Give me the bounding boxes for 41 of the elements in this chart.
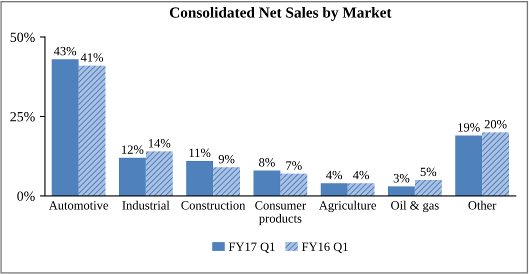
data-label: 8% — [259, 158, 275, 167]
y-tick-label: 0% — [17, 191, 35, 201]
bar — [146, 151, 173, 196]
bar — [78, 66, 106, 196]
data-label: 14% — [148, 139, 170, 148]
data-label: 4% — [326, 170, 342, 180]
bar — [253, 170, 280, 196]
data-label: 5% — [420, 168, 436, 176]
data-label: 41% — [80, 53, 104, 62]
chart-title: Consolidated Net Sales by Market — [170, 6, 392, 21]
x-tick-label: Construction — [181, 201, 246, 210]
x-tick-label: Industrial — [122, 200, 170, 210]
x-tick-label: Consumer products — [255, 201, 306, 226]
bar — [455, 136, 482, 196]
x-tick-label: Agriculture — [318, 200, 376, 212]
x-tick-label: Automotive — [48, 201, 108, 210]
y-tick-label: 25% — [10, 112, 35, 122]
data-label: 7% — [286, 161, 302, 170]
legend-label: FY17 Q1 — [228, 242, 275, 253]
data-label: 9% — [218, 154, 234, 164]
x-tick-label: Oil & gas — [391, 200, 439, 212]
data-label: 20% — [484, 120, 507, 128]
data-label: 11% — [190, 148, 210, 158]
x-tick-label: Other — [468, 200, 496, 210]
data-label: 43% — [54, 46, 76, 56]
bar — [52, 59, 79, 196]
bar — [414, 180, 442, 196]
bar — [118, 158, 146, 196]
bar — [348, 183, 375, 196]
bar — [320, 183, 348, 196]
bar — [280, 174, 308, 196]
data-label: 3% — [394, 174, 410, 182]
data-label: 4% — [352, 170, 369, 180]
bar — [482, 132, 510, 196]
bar — [388, 186, 415, 196]
bar — [186, 160, 214, 196]
legend-label: FY16 Q1 — [302, 242, 348, 253]
bar — [213, 167, 240, 196]
data-label: 19% — [458, 123, 480, 132]
y-tick-label: 50% — [10, 32, 35, 42]
data-label: 12% — [122, 145, 144, 154]
